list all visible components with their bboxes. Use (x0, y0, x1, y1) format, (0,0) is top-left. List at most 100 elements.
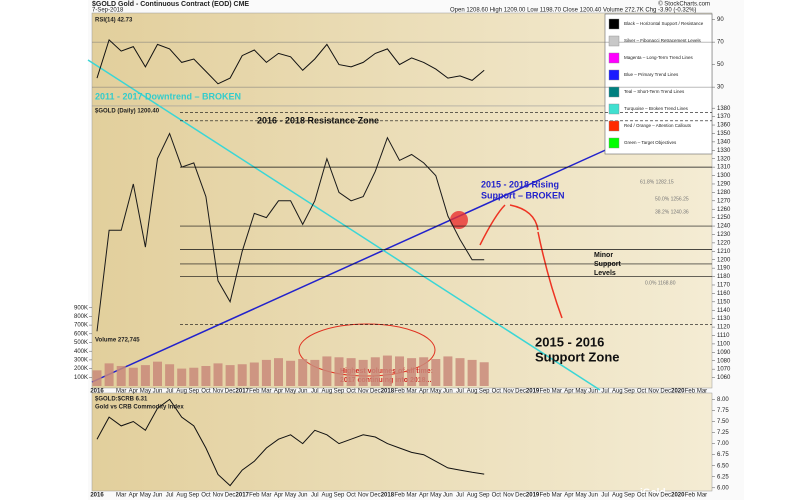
x-tick-label: Mar (406, 389, 416, 395)
x-tick-label: Dec (660, 493, 671, 499)
x-tick-label: Feb (249, 389, 260, 395)
x-tick-label: Oct (201, 493, 211, 499)
volume-bar (274, 358, 283, 386)
x-tick-label: Nov (213, 493, 224, 499)
volume-bar (286, 360, 296, 386)
volume-bar (346, 358, 356, 386)
x-tick-label: May (285, 389, 296, 395)
x-tick-label: Dec (515, 493, 526, 499)
x-tick-label: 2017 (236, 493, 250, 499)
x-tick-label: Nov (503, 389, 514, 395)
y-tick-label: 1210 (717, 249, 731, 255)
x-tick-label: Nov (503, 493, 514, 499)
volume-bar (225, 365, 235, 386)
x-tick-label: Sep (334, 389, 345, 395)
x-tick-label: Oct (492, 493, 502, 499)
x-tick-label: Dec (225, 389, 236, 395)
y-tick-label: 7.00 (717, 441, 729, 447)
x-tick-label: Jun (588, 389, 598, 395)
annotation: 2011 - 2017 Downtrend – BROKEN (95, 91, 241, 101)
annotation: Support – BROKEN (481, 190, 565, 200)
panel-title: RSI(14) 42.73 (95, 18, 133, 24)
y-tick-label: 1370 (717, 114, 731, 120)
x-tick-label: Feb (540, 389, 551, 395)
x-tick-label: Aug (176, 493, 187, 499)
y-tick-label: 1260 (717, 207, 731, 213)
volume-bar (382, 355, 392, 386)
x-tick-label: Aug (322, 493, 333, 499)
x-tick-label: Nov (358, 389, 369, 395)
y-tick-label: 1330 (717, 148, 731, 154)
y-tick-label: 7.75 (717, 408, 729, 414)
projection-arrows (479, 204, 563, 319)
x-tick-label: Aug (467, 389, 478, 395)
legend-swatch (608, 103, 620, 115)
x-tick-label: Mar (116, 389, 126, 395)
volume-bar (455, 358, 465, 386)
x-tick-label: Apr (419, 493, 428, 499)
data-line (96, 132, 485, 332)
y-tick-label: 1250 (717, 215, 731, 221)
x-tick-label: May (140, 389, 151, 395)
volume-bar (213, 363, 223, 386)
x-tick-label: Mar (261, 389, 271, 395)
y-tick-label: 200K (74, 366, 88, 372)
x-tick-label: 2017 (236, 389, 250, 395)
legend-label: Blue – Primary Trend Lines (624, 72, 679, 77)
annotation: 61.8% 1282.15 (640, 179, 674, 185)
x-tick-label: May (430, 389, 441, 395)
y-tick-label: 1190 (717, 266, 731, 272)
annotation: Support Zone (535, 349, 620, 364)
y-tick-label: 6.75 (717, 452, 729, 458)
x-tick-label: Nov (213, 389, 224, 395)
x-tick-label: Jun (443, 389, 453, 395)
volume-bar (334, 357, 344, 386)
y-tick-label: 1380 (717, 106, 731, 112)
x-tick-label: Jun (153, 389, 163, 395)
x-tick-label: Feb (685, 389, 696, 395)
x-tick-label: Aug (176, 389, 187, 395)
y-tick-label: 1340 (717, 139, 731, 145)
y-tick-label: 1220 (717, 240, 731, 246)
volume-bar (370, 357, 380, 386)
legend-label: Green – Target Objectives (624, 140, 677, 145)
panel-subtitle: Gold vs CRB Commodity Index (95, 405, 184, 411)
x-tick-label: Sep (479, 389, 490, 395)
annotation: Minor (594, 252, 613, 259)
x-tick-label: Sep (188, 389, 199, 395)
rising-support-line (91, 147, 611, 383)
x-tick-label: Sep (624, 389, 635, 395)
x-tick-label: Jul (601, 493, 609, 499)
x-tick-label: Dec (225, 493, 236, 499)
panel-title: $GOLD (Daily) 1200.40 (95, 109, 160, 115)
y-tick-label: 1300 (717, 173, 731, 179)
watermark: iGold (640, 488, 666, 499)
legend-box (604, 13, 713, 155)
y-tick-label: 1240 (717, 224, 731, 230)
data-line (96, 38, 485, 85)
x-tick-label: 2020 (671, 389, 685, 395)
volume-bar (310, 359, 320, 386)
y-tick-label: 1180 (717, 274, 731, 280)
x-tick-label: Oct (637, 389, 647, 395)
annotation: 2015 - 2016 (535, 334, 604, 349)
y-tick-label: 400K (74, 349, 88, 355)
y-tick-label: 500K (74, 340, 88, 346)
volume-bar (153, 361, 162, 386)
x-tick-label: Feb (685, 493, 696, 499)
volume-bar (443, 356, 453, 386)
x-tick-label: Feb (249, 493, 260, 499)
annotation: Levels (594, 270, 616, 277)
legend-swatch (608, 69, 620, 81)
volume-bar (358, 359, 368, 386)
y-tick-label: 1110 (717, 333, 730, 339)
y-tick-label: 800K (74, 314, 88, 320)
volume-bar (128, 367, 138, 386)
x-tick-label: Jun (153, 493, 163, 499)
date: 7-Sep-2018 (92, 8, 124, 14)
y-tick-label: 100K (74, 375, 88, 381)
volume-bar (395, 356, 404, 386)
x-tick-label: May (285, 493, 296, 499)
volume-bar (140, 365, 150, 386)
